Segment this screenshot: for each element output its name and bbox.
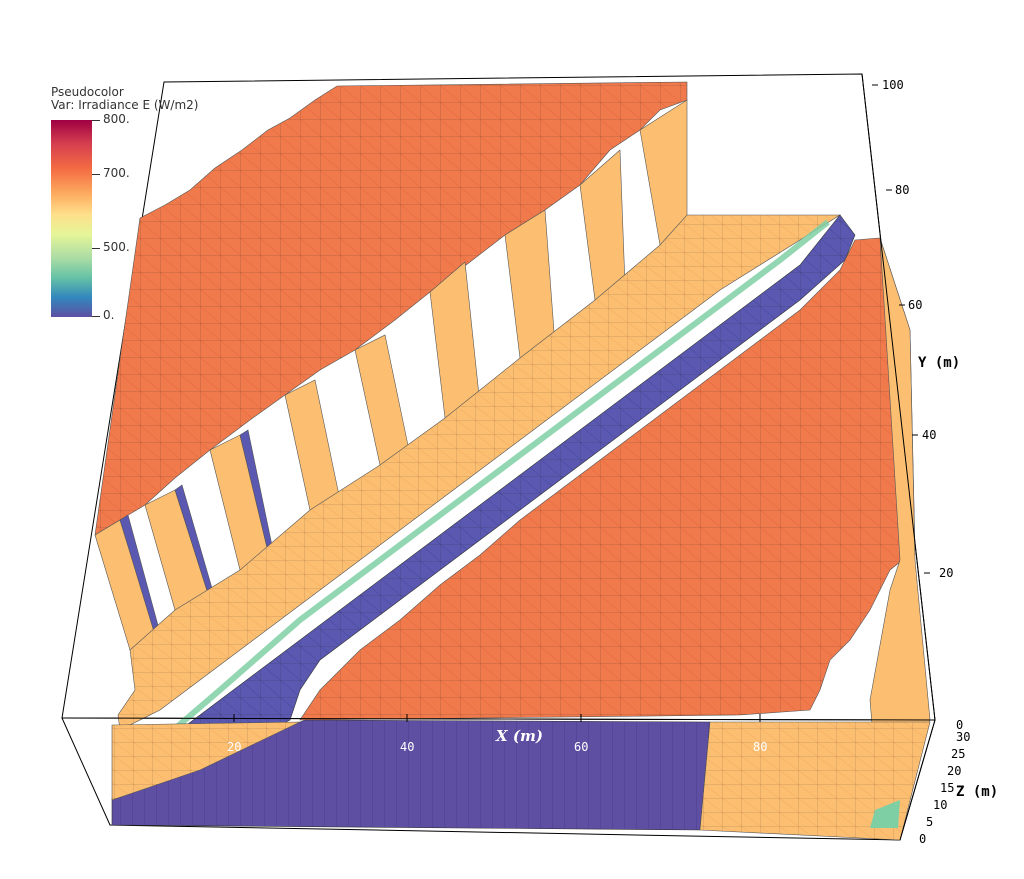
band-edge <box>113 219 830 783</box>
y-tick-label: 40 <box>922 428 937 442</box>
y-axis-title: Y (m) <box>918 355 961 371</box>
color-bar <box>51 120 92 317</box>
legend-tick <box>92 174 100 175</box>
lower-right-surface <box>299 237 916 721</box>
z-tick-label: 25 <box>951 747 966 761</box>
legend-tick-label: 0. <box>103 308 115 322</box>
front-face-teal <box>870 800 900 828</box>
z-tick-label: 15 <box>940 781 955 795</box>
legend-variable: Var: Irradiance E (W/m2) <box>51 98 199 112</box>
x-tick-label: 60 <box>574 740 589 754</box>
middle-yellow-surface <box>117 214 842 731</box>
y-tick-label: 20 <box>939 566 954 580</box>
y-axis-ticks <box>861 73 936 721</box>
z-tick-label: 5 <box>926 815 934 829</box>
x-axis-ticks <box>61 714 936 722</box>
y-tick-label: 60 <box>908 298 923 312</box>
legend-tick-label: 700. <box>103 166 130 180</box>
front-face-left <box>111 721 301 801</box>
legend-title: Pseudocolor <box>51 85 124 99</box>
x-axis-title: X (m) <box>496 727 543 745</box>
sawtooth-fins <box>94 99 688 651</box>
x-tick-label: 40 <box>400 740 415 754</box>
y-tick-label: 100 <box>882 78 904 92</box>
x-tick-label: 80 <box>753 740 768 754</box>
z-tick-label: 0 <box>919 832 927 846</box>
legend-tick <box>92 316 100 317</box>
legend-tick-label: 500. <box>103 240 130 254</box>
legend-tick <box>92 120 100 121</box>
z-tick-label: 30 <box>956 730 971 744</box>
z-tick-label: 20 <box>947 764 962 778</box>
z-axis-title: Z (m) <box>956 784 999 800</box>
legend-tick <box>92 248 100 249</box>
legend-tick-label: 800. <box>103 112 130 126</box>
z-tick-label: 10 <box>933 798 948 812</box>
upper-left-surface <box>94 81 688 536</box>
z-axis-ticks <box>899 719 936 841</box>
color-legend: Pseudocolor Var: Irradiance E (W/m2) 800… <box>51 85 199 322</box>
y-tick-label: 80 <box>895 183 910 197</box>
x-tick-label: 20 <box>227 740 242 754</box>
y-tick-label: 0 <box>956 718 964 732</box>
